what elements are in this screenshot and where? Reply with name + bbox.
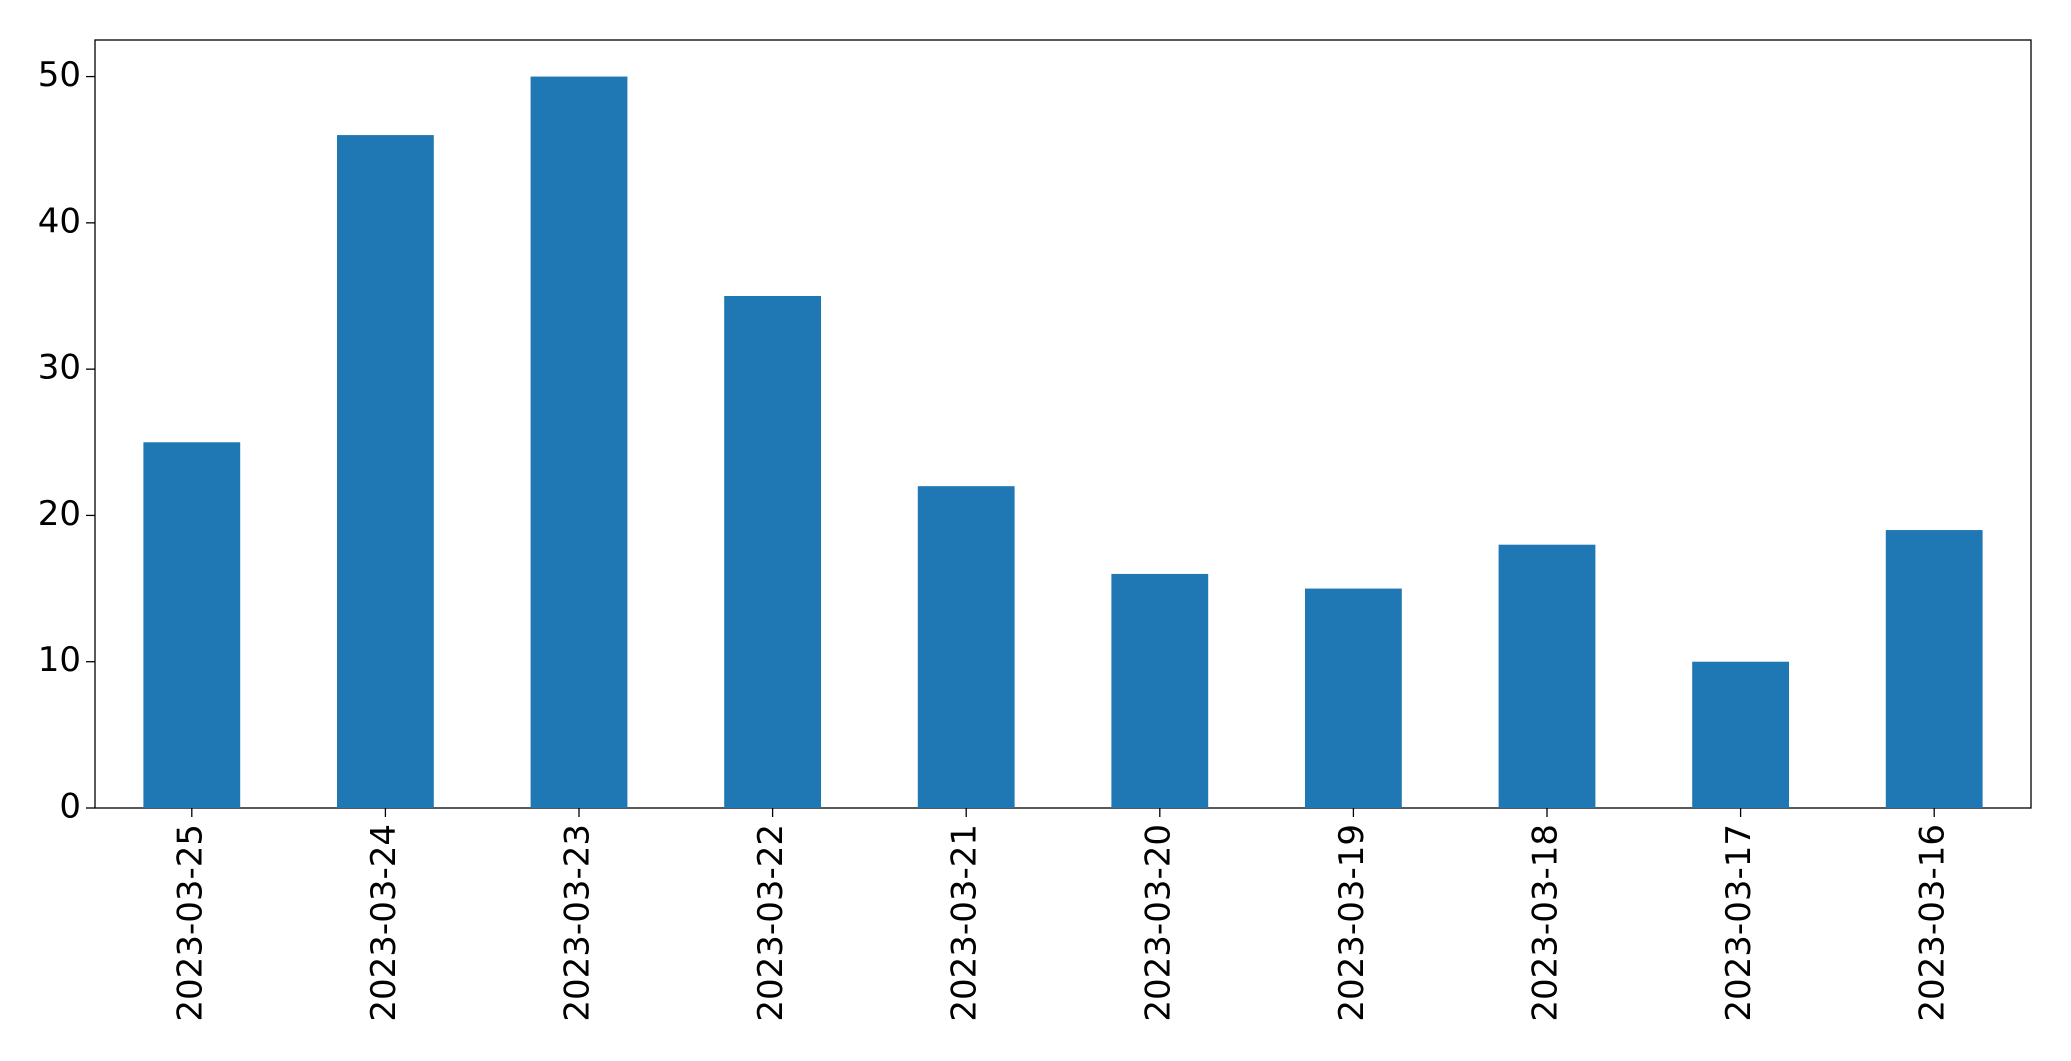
bar bbox=[1692, 661, 1789, 808]
y-tick-label: 30 bbox=[38, 348, 81, 388]
bar bbox=[1885, 530, 1983, 808]
bar bbox=[724, 296, 821, 808]
bar bbox=[917, 486, 1015, 808]
x-tick-label: 2023-03-25 bbox=[170, 824, 210, 1022]
bar bbox=[337, 135, 434, 809]
x-tick-label: 2023-03-20 bbox=[1138, 824, 1178, 1022]
x-tick-label: 2023-03-18 bbox=[1526, 824, 1566, 1022]
x-tick-label: 2023-03-21 bbox=[945, 824, 985, 1022]
x-tick-label: 2023-03-17 bbox=[1719, 824, 1759, 1022]
bar bbox=[1111, 573, 1209, 808]
bar bbox=[530, 76, 628, 809]
plot-frame bbox=[94, 39, 2032, 809]
x-tick-label: 2023-03-16 bbox=[1913, 824, 1953, 1022]
x-tick-label: 2023-03-22 bbox=[751, 824, 791, 1022]
x-tick-label: 2023-03-19 bbox=[1332, 824, 1372, 1022]
y-tick-label: 40 bbox=[38, 201, 81, 241]
y-tick-label: 10 bbox=[38, 640, 81, 680]
bar bbox=[143, 442, 241, 808]
bar bbox=[1498, 544, 1596, 808]
bar bbox=[1305, 588, 1402, 808]
y-tick-label: 0 bbox=[59, 787, 81, 827]
y-tick-label: 20 bbox=[38, 494, 81, 534]
x-tick-label: 2023-03-23 bbox=[558, 824, 598, 1022]
x-tick-label: 2023-03-24 bbox=[364, 824, 404, 1022]
y-tick-label: 50 bbox=[38, 55, 81, 95]
